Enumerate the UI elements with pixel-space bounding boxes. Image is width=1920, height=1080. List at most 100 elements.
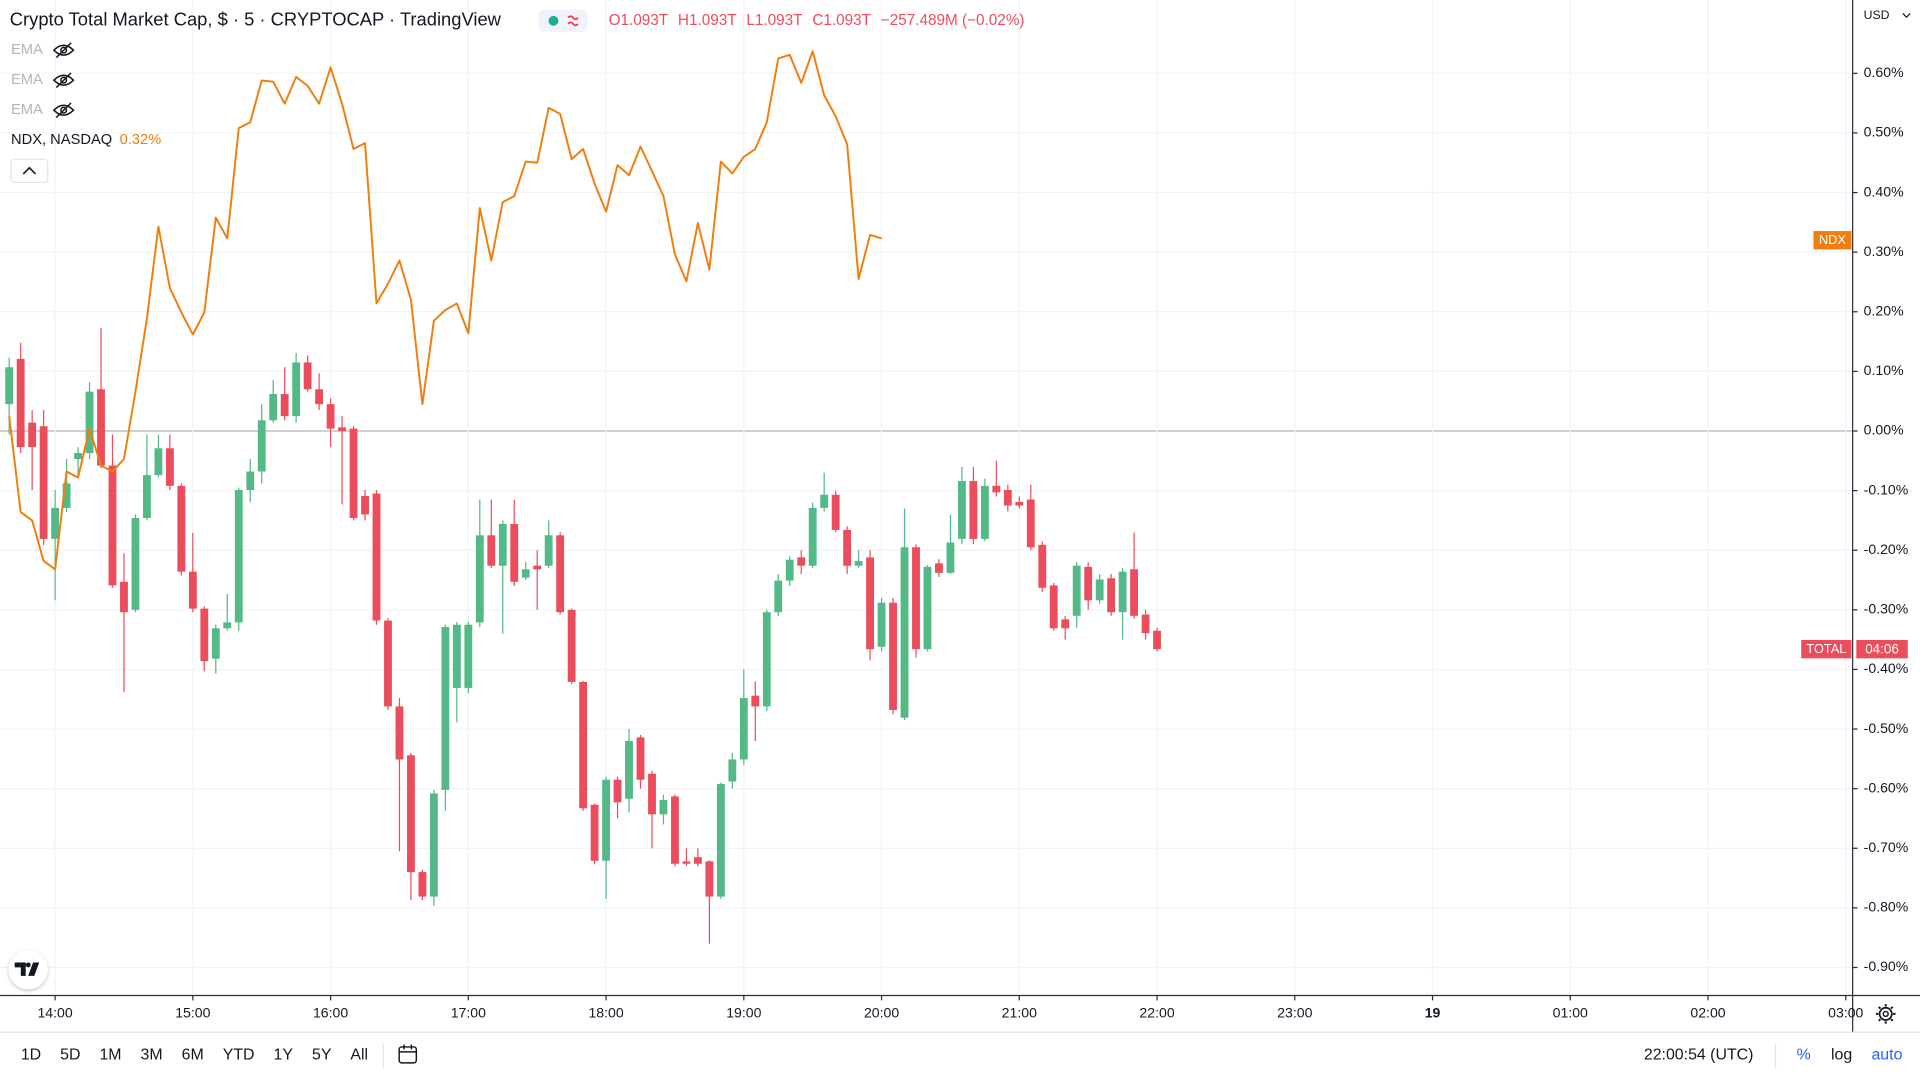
y-tick-label: 0.60%: [1864, 64, 1904, 80]
candle-body: [200, 608, 209, 662]
range-button[interactable]: 1D: [21, 1047, 41, 1064]
settings-button[interactable]: [1875, 1004, 1896, 1024]
ohlc-legend: O1.093T H1.093T L1.093T C1.093T −257.489M (−…: [609, 12, 1025, 29]
range-button[interactable]: 3M: [141, 1047, 163, 1064]
eye-pupil[interactable]: [60, 76, 68, 84]
candle-body: [1153, 630, 1161, 650]
scale-button[interactable]: %: [1797, 1047, 1811, 1064]
candle-body: [1084, 566, 1093, 601]
logo-glyph[interactable]: [14, 962, 40, 976]
candle-body: [211, 628, 220, 659]
candle-body: [889, 602, 897, 710]
x-tick-label: 02:00: [1690, 1005, 1725, 1021]
y-tick-label: 0.10%: [1864, 362, 1904, 378]
date-range-button[interactable]: [398, 1044, 418, 1064]
series-name: NDX, NASDAQ: [11, 132, 112, 148]
candle-body: [143, 475, 151, 519]
collapse-button[interactable]: [10, 158, 49, 184]
hidden-eye-icon[interactable]: [52, 72, 75, 89]
gear-center[interactable]: [1882, 1010, 1889, 1018]
candle-body: [475, 535, 484, 623]
candle-body: [407, 755, 415, 873]
logo-bg[interactable]: [8, 950, 48, 990]
x-tick-label: 21:00: [1002, 1005, 1037, 1021]
candle-body: [269, 394, 278, 421]
range-button[interactable]: 1Y: [274, 1047, 294, 1064]
candle-body: [877, 602, 886, 647]
candle-body: [1061, 619, 1070, 629]
range-button[interactable]: All: [350, 1047, 368, 1064]
ohlc-key: L: [746, 12, 755, 29]
candle-body: [315, 389, 324, 405]
y-tick-label: -0.60%: [1864, 779, 1909, 795]
y-tick-label: -0.70%: [1864, 839, 1909, 855]
gear-ring[interactable]: [1878, 1006, 1893, 1021]
candle-body: [671, 796, 679, 864]
y-tick-label: -0.30%: [1864, 601, 1909, 617]
candle-body: [246, 471, 255, 491]
y-tick-label: 0.20%: [1864, 302, 1904, 318]
hidden-eye-icon[interactable]: [52, 42, 75, 59]
candle-body: [292, 362, 301, 417]
candle-body: [5, 367, 14, 405]
x-tick-label: 16:00: [313, 1005, 348, 1021]
countdown-label: 04:06: [1865, 641, 1899, 656]
range-button[interactable]: 5D: [60, 1047, 80, 1064]
candle-body: [441, 627, 450, 790]
candle-body: [303, 362, 312, 390]
ohlc-text: O1.093T H1.093T L1.093T C1.093T −257.489M (−…: [609, 12, 1025, 29]
x-tick-label: 20:00: [864, 1005, 899, 1021]
candle-body: [751, 695, 760, 707]
candle-body: [165, 448, 174, 486]
candle-body: [693, 857, 702, 864]
indicator-legend: EMA EMA EMA NDX, NASDAQ 0.32%: [11, 42, 161, 148]
gear-teeth[interactable]: [1875, 1004, 1896, 1024]
candle-body: [51, 507, 60, 539]
range-button[interactable]: 1M: [99, 1047, 121, 1064]
range-buttons: 1D 5D 1M 3M 6M YTD 1Y 5Y All: [21, 1047, 368, 1064]
candle-body: [946, 542, 955, 573]
candle-body: [338, 427, 346, 431]
clock[interactable]: 22:00:54 (UTC): [1644, 1047, 1754, 1064]
x-tick-label: 19:00: [726, 1005, 761, 1021]
chevron-up-icon[interactable]: [22, 166, 37, 175]
y-tick-label: -0.10%: [1864, 481, 1909, 497]
eye-pupil[interactable]: [60, 106, 68, 114]
candle-body: [705, 861, 714, 897]
candle-body: [636, 737, 645, 780]
range-button[interactable]: YTD: [223, 1047, 255, 1064]
indicator-name: EMA: [11, 102, 43, 118]
candle-body: [728, 759, 737, 782]
candle-body: [980, 485, 989, 539]
candle-body: [992, 485, 1001, 493]
eye-pupil[interactable]: [60, 46, 68, 54]
series-value: 0.32%: [120, 132, 162, 148]
candle-body: [1107, 578, 1116, 613]
candle-body: [326, 404, 335, 429]
currency-chevron[interactable]: [1902, 13, 1911, 19]
tv-logo[interactable]: [8, 950, 48, 990]
scale-button[interactable]: auto: [1871, 1047, 1902, 1064]
eye-slash[interactable]: [55, 72, 72, 89]
candle-body: [177, 485, 186, 572]
collapse-button-bg[interactable]: [10, 158, 49, 184]
candle-body: [120, 581, 128, 613]
y-tick-label: -0.40%: [1864, 660, 1909, 676]
market-status-dot: [548, 15, 559, 26]
y-tick-label: 0.40%: [1864, 183, 1904, 199]
calendar-icon[interactable]: [398, 1046, 418, 1064]
eye-slash[interactable]: [55, 102, 72, 119]
calendar-icon-lines[interactable]: [399, 1044, 417, 1053]
y-tick-label: -0.80%: [1864, 899, 1909, 915]
y-tick-label: -0.20%: [1864, 541, 1909, 557]
axes: 0.60% 0.50% 0.40% 0.30% 0.20% 0.10% 0.00% -0.10…: [37, 8, 1911, 1021]
eye-slash[interactable]: [55, 42, 72, 59]
currency-label[interactable]: USD: [1864, 8, 1890, 22]
candle-body: [774, 580, 783, 613]
y-tick-label: 0.50%: [1864, 124, 1904, 140]
range-button[interactable]: 6M: [182, 1047, 204, 1064]
range-button[interactable]: 5Y: [312, 1047, 332, 1064]
hidden-eye-icon[interactable]: [52, 102, 75, 119]
scale-button[interactable]: log: [1831, 1047, 1852, 1064]
status-pill: [538, 9, 588, 32]
